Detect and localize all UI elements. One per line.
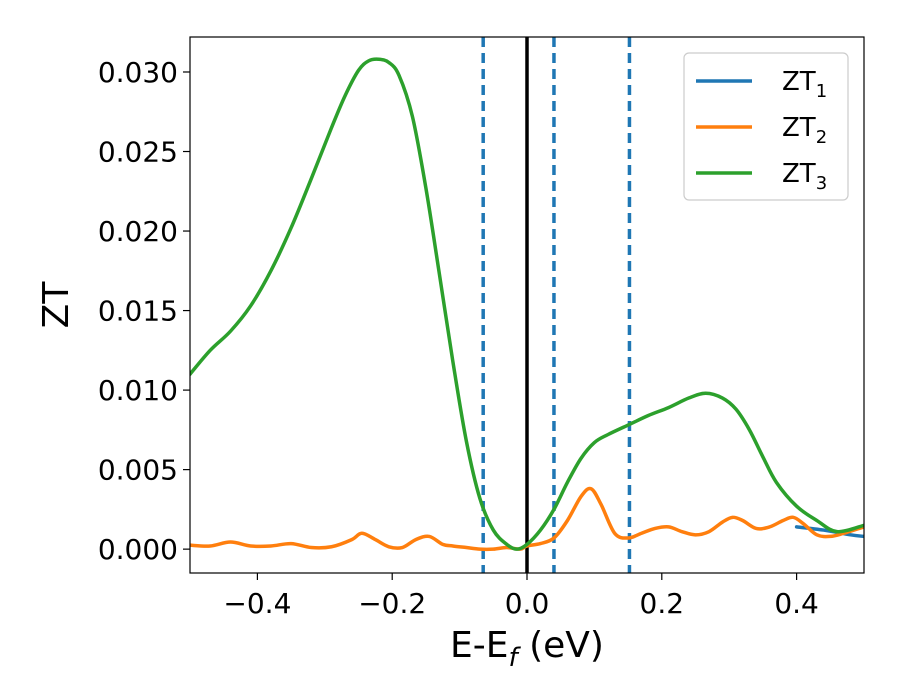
legend-label: ZT3	[782, 159, 827, 194]
legend: ZT1 ZT2 ZT3	[683, 52, 849, 201]
y-tick-label: 0.020	[98, 215, 178, 248]
y-axis: 0.000 0.005 0.010 0.015 0.020 0.025 0.030	[98, 56, 190, 566]
x-tick-label: 0.0	[505, 587, 550, 620]
x-tick-label: −0.2	[358, 587, 426, 620]
y-tick-label: 0.015	[98, 295, 178, 328]
legend-label: ZT1	[782, 67, 827, 102]
x-axis: −0.4 −0.2 0.0 0.2 0.4	[223, 573, 819, 620]
y-tick-label: 0.010	[98, 374, 178, 407]
x-tick-label: −0.4	[223, 587, 291, 620]
series-line-zt3	[190, 57, 864, 551]
legend-label: ZT2	[782, 113, 827, 148]
series-line-zt2	[190, 486, 864, 552]
x-tick-label: 0.2	[640, 587, 685, 620]
x-tick-label: 0.4	[774, 587, 819, 620]
x-axis-title-main: E-E	[450, 625, 508, 666]
y-tick-label: 0.030	[98, 56, 178, 89]
series-lines	[190, 57, 864, 552]
reference-lines	[481, 37, 632, 573]
y-tick-label: 0.005	[98, 454, 178, 487]
y-axis-title: ZT	[36, 281, 77, 329]
x-axis-title: E-Ef (eV)	[450, 625, 604, 673]
x-axis-title-suffix: (eV)	[518, 625, 604, 666]
y-tick-label: 0.000	[98, 533, 178, 566]
y-tick-label: 0.025	[98, 136, 178, 169]
legend-box	[683, 52, 849, 201]
